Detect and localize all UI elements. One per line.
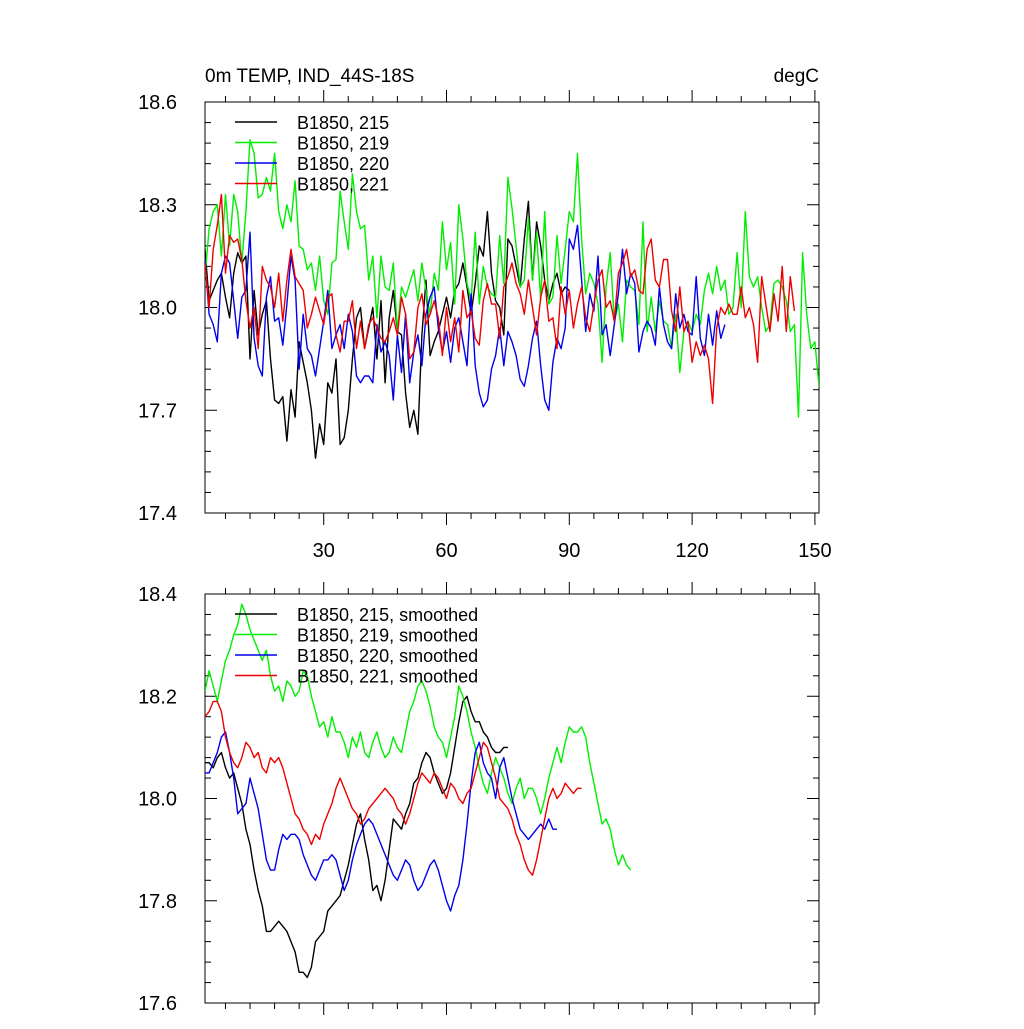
legend-label: B1850, 221	[297, 175, 389, 195]
legend-label: B1850, 215	[297, 113, 389, 133]
series-line-3	[205, 224, 726, 411]
series-line-2	[205, 603, 632, 871]
chart-title: 0m TEMP, IND_44S-18S	[205, 66, 414, 87]
legend-label: B1850, 221, smoothed	[297, 667, 478, 687]
legend-label: B1850, 219	[297, 134, 389, 154]
y-tick-label: 18.0	[138, 298, 177, 320]
legend-label: B1850, 220	[297, 154, 389, 174]
legend-label: B1850, 220, smoothed	[297, 646, 478, 666]
y-tick-label: 17.6	[138, 993, 177, 1015]
series-line-2	[205, 138, 819, 418]
y-tick-label: 18.2	[138, 686, 177, 708]
y-tick-label: 17.7	[138, 400, 177, 422]
y-tick-label: 17.4	[138, 503, 177, 525]
x-tick-label: 30	[313, 540, 335, 562]
y-tick-label: 18.6	[138, 92, 177, 114]
chart-units-label: degC	[774, 66, 819, 87]
y-tick-label: 18.3	[138, 195, 177, 217]
y-tick-label: 18.0	[138, 789, 177, 811]
series-line-4	[205, 193, 796, 405]
series-line-1	[205, 695, 508, 979]
x-tick-label: 150	[798, 540, 831, 562]
legend-label: B1850, 219, smoothed	[297, 626, 478, 646]
legend-label: B1850, 215, smoothed	[297, 605, 478, 625]
x-tick-label: 120	[675, 540, 708, 562]
series-line-3	[205, 731, 557, 912]
x-tick-label: 90	[558, 540, 580, 562]
series-line-4	[205, 700, 582, 876]
y-tick-label: 17.8	[138, 891, 177, 913]
x-tick-label: 60	[435, 540, 457, 562]
chart-panel-2: 17.6 17.8 18.0 18.2 18.4 B1850, 215, smoothed…	[138, 582, 820, 1015]
chart-panel-1: 17.4 17.7 18.0 18.3 18.6 30 60 90 120 150 0m TEMP,…	[138, 66, 832, 562]
y-tick-label: 18.4	[138, 584, 177, 606]
